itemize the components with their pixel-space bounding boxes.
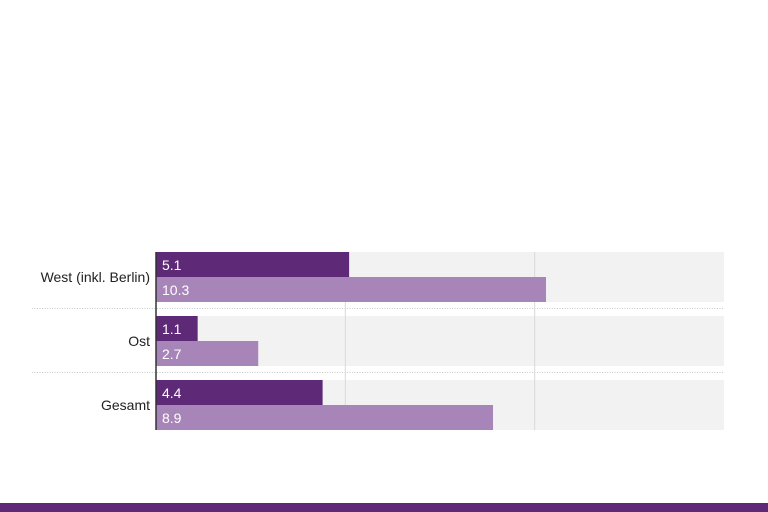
bar [156,341,259,366]
data-label: 5.1 [162,257,182,273]
bar [156,380,323,405]
data-label: 2.7 [162,346,182,362]
category-label: Ost [128,333,150,349]
bar [156,277,547,302]
data-label: 4.4 [162,385,182,401]
category-label: Gesamt [101,397,150,413]
bar [156,316,198,341]
footer-band [0,503,768,512]
bar [156,252,350,277]
data-label: 8.9 [162,410,182,426]
category-label: West (inkl. Berlin) [41,269,150,285]
data-label: 10.3 [162,282,189,298]
bar [156,405,494,430]
data-label: 1.1 [162,321,182,337]
